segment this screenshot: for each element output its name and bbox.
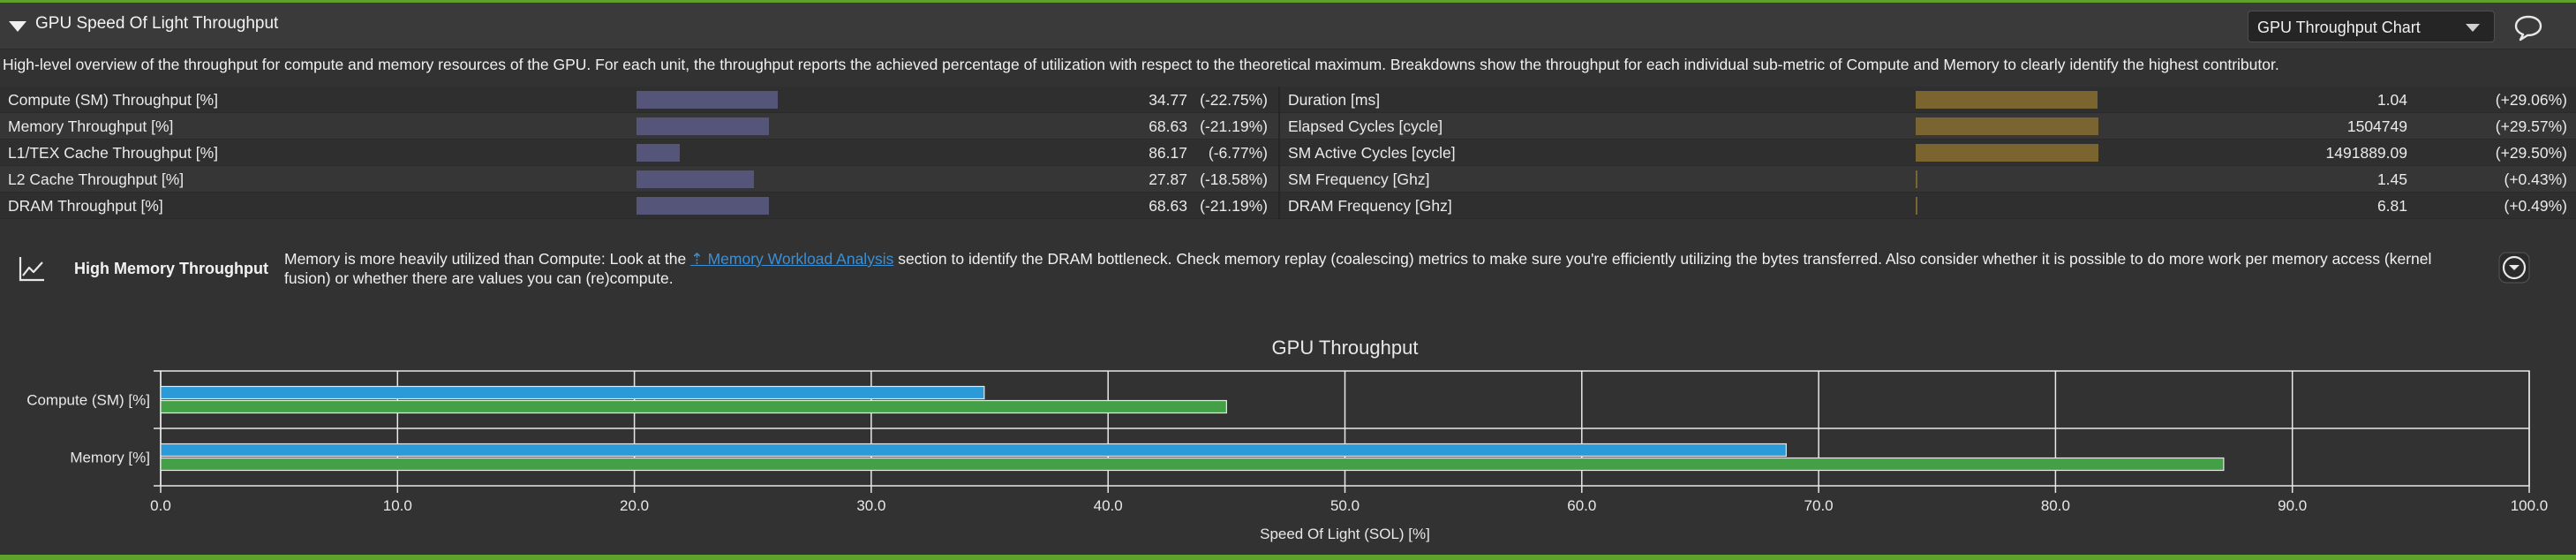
chart-x-tick-label: 10.0 [383,497,412,514]
metric-bar [1916,197,1917,215]
metric-value: 6.81 [2376,197,2407,215]
chart-bar [160,457,2225,472]
metric-value: 1.45 [2376,170,2407,188]
metric-bar [1916,170,1917,188]
metric-row: SM Active Cycles [cycle] 1491889.09 (+29.5… [1280,140,2576,166]
metric-delta: (+29.06%) [2495,91,2567,109]
chart-bar [160,385,985,400]
metric-label: Memory Throughput [%] [8,117,174,135]
metric-value: 1504749 [2346,117,2407,135]
metric-value: 68.63 [1149,117,1187,135]
metric-value: 68.63 [1149,197,1187,215]
metric-bar [636,197,769,215]
gpu-throughput-chart: GPU Throughput 0.0 10.0 20.0 30.0 40.0 50.0 60.… [26,337,2549,542]
chart-category-label: Compute (SM) [%] [26,392,150,409]
metric-value: 86.17 [1149,144,1187,162]
metric-row: DRAM Frequency [Ghz] 6.81 (+0.49%) [1280,193,2576,219]
chart-x-tick-label: 20.0 [620,497,649,514]
memory-workload-analysis-link[interactable]: ⇡ Memory Workload Analysis [690,250,893,268]
metric-label: SM Frequency [Ghz] [1288,170,1430,188]
metric-delta: (-18.58%) [1200,170,1268,188]
chart-x-tick-label: 90.0 [2278,497,2307,514]
chart-x-tick-label: 60.0 [1567,497,1596,514]
chart-type-select-value: GPU Throughput Chart [2257,19,2421,36]
recommendation-text-after: section to identify the DRAM bottleneck.… [284,250,2432,287]
metric-bar [1916,91,2098,109]
recommendation-title: High Memory Throughput [74,260,268,277]
section-header[interactable]: GPU Speed Of Light Throughput GPU Throug… [0,3,2576,49]
metric-value: 34.77 [1149,91,1187,109]
metric-delta: (-22.75%) [1200,91,1268,109]
metric-delta: (+29.57%) [2495,117,2567,135]
metric-label: L1/TEX Cache Throughput [%] [8,144,219,162]
line-chart-icon [19,257,44,282]
metrics-table: Compute (SM) Throughput [%] 34.77 (-22.75%… [0,87,2576,219]
metric-label: SM Active Cycles [cycle] [1288,144,1456,162]
chart-category-label: Memory [%] [70,450,150,466]
chart-bar [160,399,1227,414]
recommendation-text-before: Memory is more heavily utilized than Com… [284,250,691,268]
memory-workload-analysis-link-label: Memory Workload Analysis [707,250,894,268]
metric-row: DRAM Throughput [%] 68.63 (-21.19%) [0,193,1278,219]
metric-bar [1916,144,2099,162]
metric-label: Elapsed Cycles [cycle] [1288,117,1443,135]
metric-delta: (-21.19%) [1200,197,1268,215]
metric-delta: (+0.49%) [2504,197,2568,215]
chart-x-tick-label: 70.0 [1804,497,1834,514]
metric-value: 1491889.09 [2325,144,2407,162]
metric-delta: (-6.77%) [1208,144,1268,162]
chart-x-tick-label: 80.0 [2041,497,2070,514]
recommendation-text: Memory is more heavily utilized than Com… [284,249,2438,288]
table-divider [1278,87,1280,219]
chart-x-tick-label: 40.0 [1094,497,1123,514]
metric-row: Memory Throughput [%] 68.63 (-21.19%) [0,113,1278,140]
metric-value: 27.87 [1149,170,1187,188]
metric-label: DRAM Frequency [Ghz] [1288,197,1452,215]
metric-row: L1/TEX Cache Throughput [%] 86.17 (-6.77%) [0,140,1278,166]
metric-bar [636,91,778,109]
metric-row: Duration [ms] 1.04 (+29.06%) [1280,87,2576,113]
chevron-down-icon [2466,24,2480,32]
metric-bar [636,117,769,135]
metric-delta: (+29.50%) [2495,144,2567,162]
metric-row: SM Frequency [Ghz] 1.45 (+0.43%) [1280,166,2576,193]
link-icon: ⇡ [690,250,708,268]
section-description: High-level overview of the throughput fo… [3,56,2279,73]
chart-x-tick-label: 30.0 [856,497,885,514]
metric-label: Duration [ms] [1288,91,1381,109]
metric-bar [636,144,681,162]
chart-x-tick-label: 100.0 [2511,497,2549,514]
metric-label: L2 Cache Throughput [%] [8,170,185,188]
metric-row: L2 Cache Throughput [%] 27.87 (-18.58%) [0,166,1278,193]
metric-label: DRAM Throughput [%] [8,197,163,215]
metric-delta: (+0.43%) [2504,170,2568,188]
metric-row: Compute (SM) Throughput [%] 34.77 (-22.75%… [0,87,1278,113]
top-accent-bar [0,0,2576,3]
chart-x-axis-label: Speed Of Light (SOL) [%] [1260,526,1430,542]
chevron-down-circle-icon[interactable] [2498,252,2530,284]
metric-bar [1916,117,2099,135]
metric-label: Compute (SM) Throughput [%] [8,91,218,109]
section-title: GPU Speed Of Light Throughput [35,14,279,33]
comment-icon[interactable] [2512,13,2544,42]
metric-delta: (-21.19%) [1200,117,1268,135]
bottom-accent-bar [0,555,2576,560]
chart-x-tick-label: 0.0 [150,497,171,514]
chart-x-tick-label: 50.0 [1330,497,1360,514]
chart-bar [160,443,1787,458]
chart-title: GPU Throughput [1272,337,1419,359]
metric-row: Elapsed Cycles [cycle] 1504749 (+29.57%) [1280,113,2576,140]
triangle-down-icon[interactable] [9,21,26,32]
chart-type-select[interactable]: GPU Throughput Chart [2248,11,2495,42]
metric-value: 1.04 [2376,91,2407,109]
metric-bar [636,170,755,188]
